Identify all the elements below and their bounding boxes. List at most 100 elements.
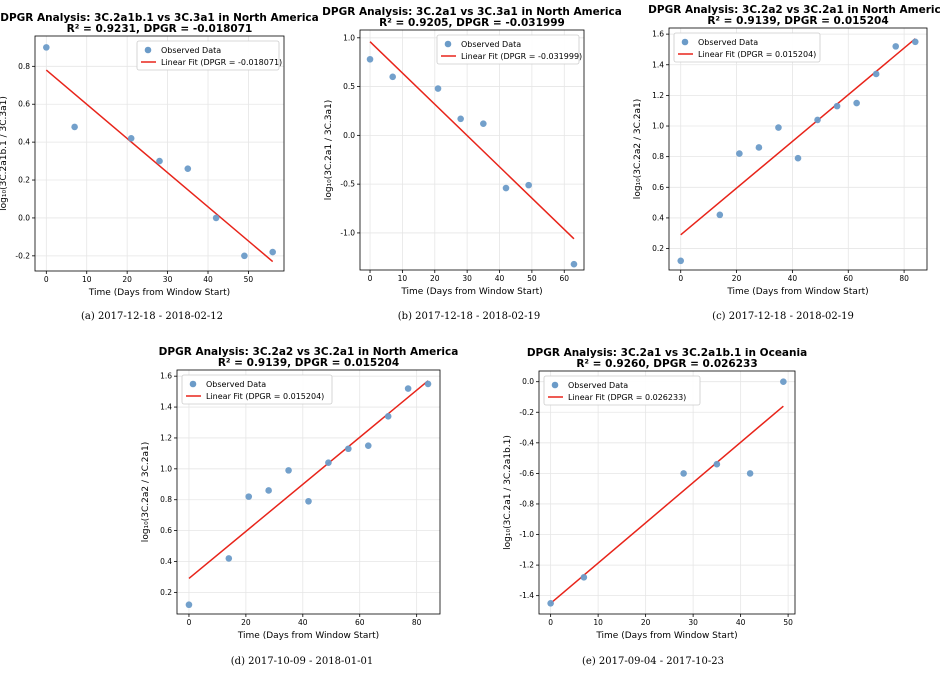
data-point [269, 248, 276, 256]
data-point [794, 154, 802, 162]
legend-label-observed: Observed Data [161, 46, 221, 55]
x-axis-label: Time (Days from Window Start) [237, 631, 379, 641]
chart-panel-2: DPGR Analysis: 3C.2a1 vs 3C.3a1 in North… [322, 6, 622, 297]
y-axis-label: log₁₀(3C.2a2 / 3C.2a1) [141, 442, 151, 542]
x-tick-label: 40 [736, 618, 746, 627]
x-tick-label: 30 [163, 275, 173, 284]
x-tick-label: 50 [244, 275, 254, 284]
panel-caption: (c) 2017-12-18 - 2018-02-19 [712, 311, 854, 322]
data-point [872, 70, 880, 78]
panel-caption: (a) 2017-12-18 - 2018-02-12 [81, 311, 223, 322]
y-tick-label: 1.0 [343, 33, 355, 42]
x-tick-label: 0 [187, 618, 192, 627]
x-tick-label: 40 [203, 275, 213, 284]
legend-box [543, 375, 701, 406]
x-axis-label: Time (Days from Window Start) [726, 287, 868, 297]
data-point [212, 214, 220, 222]
x-tick-label: 20 [732, 274, 742, 283]
data-point [245, 493, 253, 500]
data-point [225, 555, 233, 562]
data-point [677, 257, 685, 265]
data-point [364, 442, 372, 449]
y-tick-label: -1.0 [340, 228, 355, 237]
chart-subtitle: R² = 0.9205, DPGR = -0.031999 [379, 17, 565, 29]
linear-fit-line [369, 41, 575, 240]
legend-label-fit: Linear Fit (DPGR = -0.018071) [161, 58, 282, 67]
data-point [185, 601, 193, 609]
data-point [775, 124, 782, 131]
data-point [480, 120, 487, 127]
chart-title: DPGR Analysis: 3C.2a1 vs 3C.2a1b.1 in Oc… [527, 347, 807, 359]
x-tick-label: 20 [641, 618, 651, 627]
y-tick-label: 1.6 [652, 30, 664, 39]
plot-frame [34, 35, 285, 272]
data-point [892, 43, 900, 50]
chart-panel-4: DPGR Analysis: 3C.2a2 vs 3C.2a1 in North… [141, 346, 458, 641]
legend-label-observed: Observed Data [461, 40, 521, 49]
chart-panel-1: DPGR Analysis: 3C.2a1b.1 vs 3C.3a1 in No… [0, 12, 319, 298]
data-point [580, 574, 588, 581]
x-tick-label: 10 [82, 275, 92, 284]
x-tick-label: 60 [355, 618, 365, 627]
x-tick-label: 60 [843, 274, 853, 283]
x-axis-label: Time (Days from Window Start) [88, 288, 230, 298]
y-tick-label: 0.0 [343, 131, 355, 140]
plot-frame [538, 370, 796, 615]
data-point [713, 460, 721, 468]
x-tick-label: 60 [559, 274, 569, 283]
x-tick-label: 50 [783, 618, 793, 627]
plot-frame [668, 27, 928, 271]
x-tick-label: 0 [678, 274, 683, 283]
legend-marker-observed [189, 380, 197, 388]
y-tick-label: 0.2 [652, 244, 664, 253]
y-tick-label: 0.6 [160, 526, 172, 535]
data-point [434, 85, 442, 92]
chart-subtitle: R² = 0.9260, DPGR = 0.026233 [576, 358, 757, 370]
x-tick-label: 20 [122, 275, 132, 284]
y-tick-label: 0.2 [18, 176, 30, 185]
x-tick-label: 40 [495, 274, 505, 283]
x-tick-label: 20 [430, 274, 440, 283]
legend-marker-observed [144, 46, 152, 54]
y-tick-label: 0.4 [652, 213, 664, 222]
data-point [755, 144, 763, 151]
y-axis-label: log₁₀(3C.2a1b.1 / 3C.3a1) [0, 96, 9, 211]
x-tick-label: 0 [368, 274, 373, 283]
data-point [911, 38, 919, 46]
data-point [814, 116, 821, 124]
linear-fit-line [45, 69, 274, 263]
y-tick-label: -0.2 [15, 251, 30, 260]
x-tick-label: 10 [593, 618, 603, 627]
chart-panel-3: DPGR Analysis: 3C.2a2 vs 3C.2a1 in North… [633, 4, 940, 297]
x-axis-label: Time (Days from Window Start) [400, 287, 542, 297]
data-point [156, 157, 163, 165]
data-point [853, 99, 860, 107]
y-tick-label: 1.2 [652, 91, 664, 100]
data-point [680, 470, 687, 477]
x-tick-label: 30 [462, 274, 472, 283]
data-point [404, 385, 412, 392]
legend-marker-observed [681, 38, 689, 46]
linear-fit-line [680, 38, 916, 236]
x-tick-label: 80 [899, 274, 909, 283]
chart-title: DPGR Analysis: 3C.2a1b.1 vs 3C.3a1 in No… [0, 12, 318, 24]
y-tick-label: 0.2 [160, 588, 172, 597]
x-tick-label: 50 [527, 274, 537, 283]
y-tick-label: 1.0 [160, 464, 172, 473]
y-tick-label: 0.8 [18, 62, 30, 71]
y-axis-label: log₁₀(3C.2a1 / 3C.2a1b.1) [503, 435, 513, 550]
x-tick-label: 30 [688, 618, 698, 627]
y-tick-label: 0.6 [18, 100, 30, 109]
panel-caption: (e) 2017-09-04 - 2017-10-23 [582, 656, 724, 667]
y-tick-label: 0.4 [160, 557, 172, 566]
legend-box [136, 40, 280, 71]
x-tick-label: 0 [44, 275, 49, 284]
data-point [457, 115, 464, 123]
data-point [127, 135, 135, 142]
y-tick-label: -1.2 [519, 561, 534, 570]
x-tick-label: 40 [298, 618, 308, 627]
linear-fit-line [188, 380, 429, 580]
y-tick-label: 1.0 [652, 122, 664, 131]
x-tick-label: 80 [412, 618, 422, 627]
y-tick-label: 0.5 [343, 82, 355, 91]
